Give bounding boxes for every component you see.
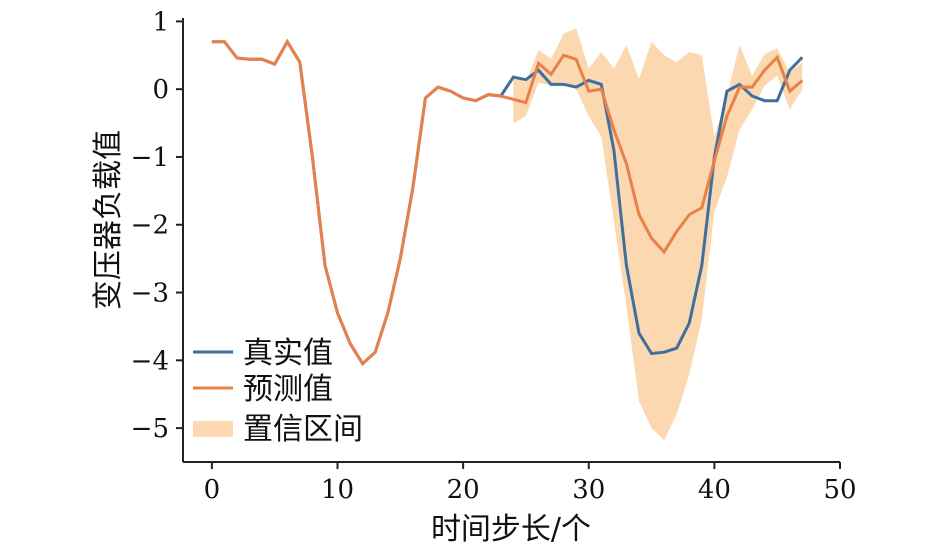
x-tick-label: 10 <box>321 475 354 505</box>
confidence-band <box>513 28 803 441</box>
y-tick-label: −5 <box>131 414 169 444</box>
x-tick-label: 30 <box>572 475 605 505</box>
y-axis-title: 变压器负载值 <box>91 130 126 310</box>
legend-swatch-band <box>193 421 233 437</box>
y-tick-label: −3 <box>131 279 169 309</box>
y-ticks: 1 0 −1 −2 −3 −4 −5 <box>131 7 183 444</box>
x-tick-label: 0 <box>204 475 221 505</box>
legend-label-pred: 预测值 <box>243 372 333 407</box>
x-tick-label: 50 <box>823 475 856 505</box>
x-axis-title: 时间步长/个 <box>431 512 591 547</box>
y-tick-label: 1 <box>152 7 169 37</box>
x-tick-label: 20 <box>447 475 480 505</box>
y-tick-label: −4 <box>131 346 169 376</box>
y-tick-label: 0 <box>152 75 169 105</box>
predicted-value-line <box>211 38 804 367</box>
plot-layer <box>211 28 804 441</box>
x-tick-label: 40 <box>698 475 731 505</box>
legend: 真实值 预测值 置信区间 <box>193 336 363 447</box>
y-tick-label: −1 <box>131 143 169 173</box>
legend-label-true: 真实值 <box>243 336 333 371</box>
y-tick-label: −2 <box>131 211 169 241</box>
x-ticks: 0 10 20 30 40 50 <box>204 462 857 505</box>
axes: 0 10 20 30 40 50 10−1−2−3−4−5 <box>131 7 857 505</box>
legend-label-band: 置信区间 <box>243 412 363 447</box>
